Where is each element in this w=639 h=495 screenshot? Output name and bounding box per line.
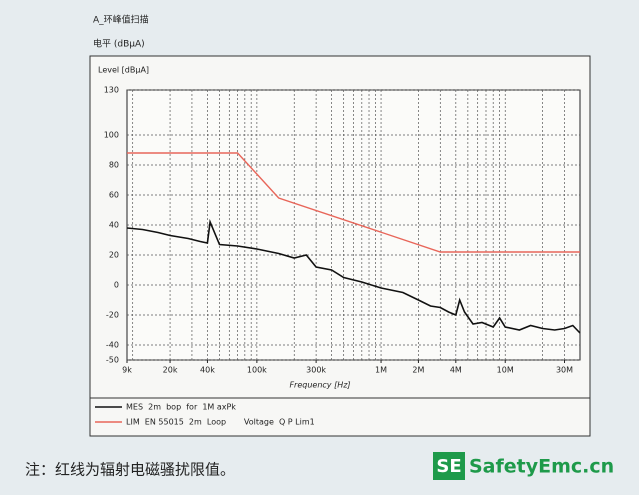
logo-text: SafetyEmc.cn <box>469 456 614 478</box>
x-tick-label: 300k <box>306 366 326 375</box>
y-tick-label: 20 <box>109 251 119 260</box>
x-axis-label: Frequency [Hz] <box>289 381 350 390</box>
y-tick-label: -20 <box>106 311 119 320</box>
y-tick-label: 40 <box>109 221 119 230</box>
y-tick-label: 0 <box>114 281 119 290</box>
x-tick-label: 10M <box>497 366 514 375</box>
x-tick-label: 4M <box>450 366 462 375</box>
caption: 注：红线为辐射电磁骚扰限值。 <box>25 461 235 479</box>
legend-label: LIM EN 55015 2m Loop Voltage Q P Lim1 <box>126 418 315 427</box>
y-tick-label: -50 <box>106 356 119 365</box>
x-tick-label: 20k <box>163 366 178 375</box>
logo-mark: SE <box>436 456 461 477</box>
y-tick-label: 100 <box>104 131 119 140</box>
legend-label: MES 2m bop for 1M axPk <box>126 403 236 412</box>
y-tick-label: 130 <box>104 86 119 95</box>
unit-label: 电平 (dBµA) <box>93 38 145 50</box>
series-line <box>126 218 581 334</box>
x-tick-label: 100k <box>247 366 267 375</box>
y-tick-label: -40 <box>106 341 119 350</box>
logo-box <box>433 452 465 480</box>
x-tick-label: 9k <box>122 366 132 375</box>
x-tick-label: 40k <box>200 366 215 375</box>
x-tick-label: 2M <box>412 366 424 375</box>
heading: A_环峰值扫描 <box>93 14 149 26</box>
y-tick-label: 80 <box>109 161 119 170</box>
x-tick-label: 30M <box>556 366 573 375</box>
y-axis-label: Level [dBµA] <box>98 66 149 75</box>
legend-box <box>89 397 591 437</box>
y-tick-label: 60 <box>109 191 119 200</box>
series-line <box>127 152 580 253</box>
x-tick-label: 1M <box>375 366 387 375</box>
